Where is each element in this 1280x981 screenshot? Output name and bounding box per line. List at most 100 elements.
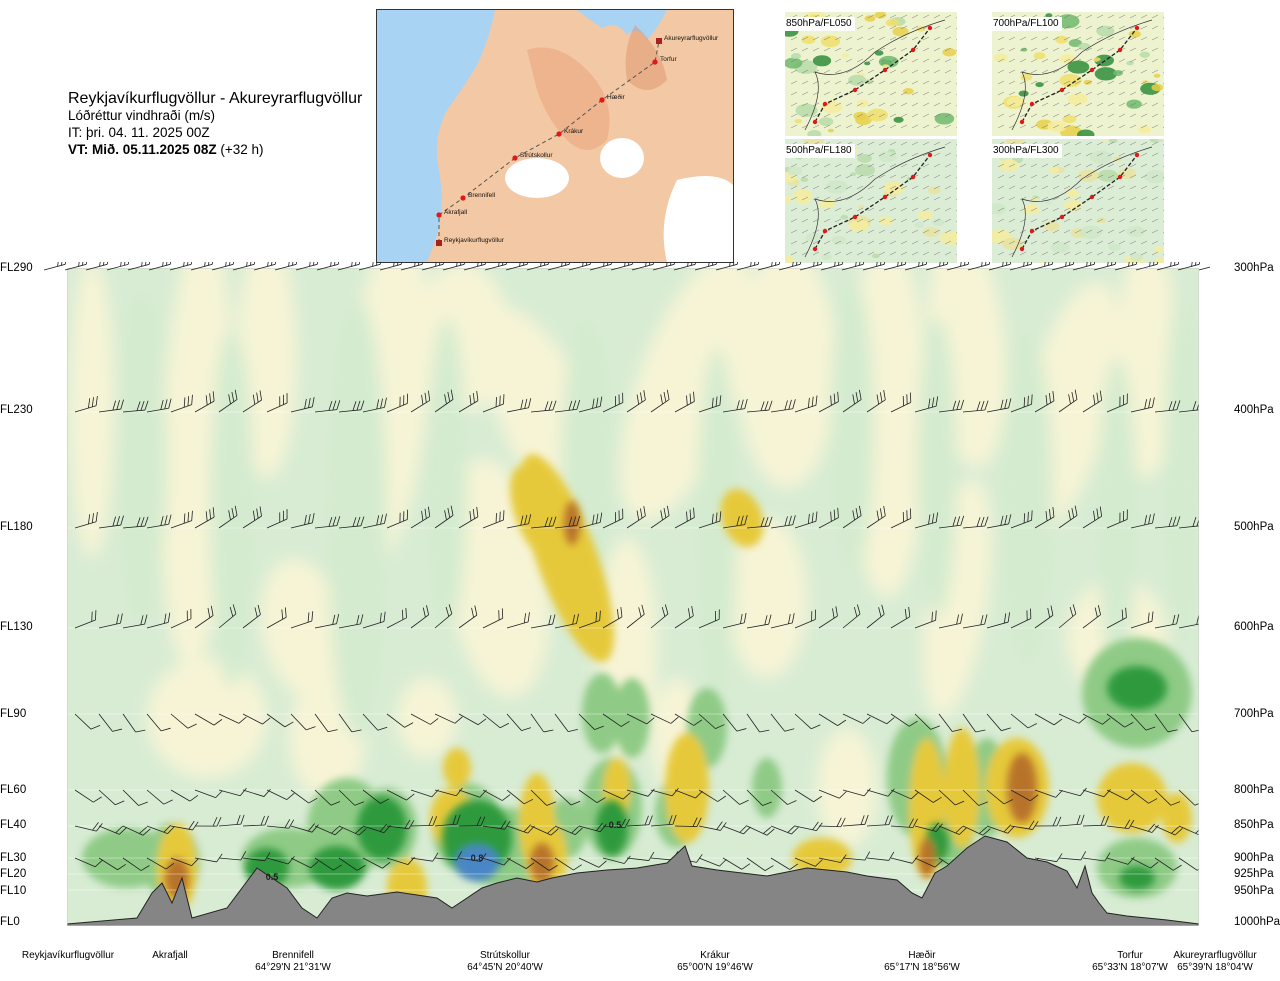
wind-barb <box>698 789 727 802</box>
level-map-barb <box>911 14 919 19</box>
wind-barb <box>626 604 645 629</box>
level-map-barb <box>801 207 809 212</box>
wind-barb <box>1106 819 1135 829</box>
level-map-barb <box>889 25 897 30</box>
level-map-barb <box>823 185 831 190</box>
level-map-barb <box>1074 36 1082 41</box>
level-map-barb <box>812 240 820 245</box>
level-map-barb <box>1096 218 1104 223</box>
wind-barb <box>1058 814 1085 827</box>
level-map-barb <box>997 113 1005 118</box>
level-map-barb <box>1129 36 1137 41</box>
level-map-barb <box>922 218 930 223</box>
level-map-barb <box>1118 229 1126 234</box>
level-map-barb <box>1107 196 1115 201</box>
ascent-band <box>117 288 167 628</box>
level-map-barb <box>867 229 875 234</box>
level-map-barb <box>801 196 809 201</box>
wind-barb <box>578 857 607 868</box>
level-map-barb <box>1063 14 1071 19</box>
level-map-barb <box>889 174 897 179</box>
level-map-barb <box>1140 229 1148 234</box>
wind-barb <box>434 851 463 861</box>
wind-barb <box>770 789 797 805</box>
level-map-barb <box>1030 251 1038 256</box>
wind-barb <box>434 787 463 797</box>
wind-barb <box>218 505 238 529</box>
wind-barb <box>554 713 578 732</box>
level-map-barb <box>1118 207 1126 212</box>
wind-barb <box>74 857 103 868</box>
level-map-barb <box>812 36 820 41</box>
level-map-barb <box>1151 102 1159 107</box>
level-map-blob <box>818 117 834 126</box>
wind-barb <box>148 262 173 271</box>
wind-barb <box>190 262 215 271</box>
pressure-level-label: 600hPa <box>1234 621 1274 633</box>
level-map-barb <box>1107 240 1115 245</box>
level-map-barb <box>889 14 897 19</box>
level-map-barb <box>889 80 897 85</box>
wind-barb <box>578 713 604 730</box>
wind-barb <box>362 713 388 731</box>
level-map-barb <box>889 36 897 41</box>
waypoint-name: Strútskollur <box>479 950 530 961</box>
level-map-barb <box>997 163 1005 168</box>
wind-barb <box>818 606 838 629</box>
level-map-barb <box>1074 229 1082 234</box>
level-map-blob <box>1126 226 1145 238</box>
level-map-barb <box>790 229 798 234</box>
level-map-barb <box>856 25 864 30</box>
level-map-barb <box>834 174 842 179</box>
level-map-barb <box>823 240 831 245</box>
level-map-barb <box>922 163 930 168</box>
level-map-barb <box>823 196 831 201</box>
level-map-barb <box>1107 251 1115 256</box>
wind-barb <box>458 816 486 827</box>
level-map-barb <box>933 240 941 245</box>
wind-barb <box>274 262 299 271</box>
wind-barb <box>722 398 748 413</box>
level-map-barb <box>1063 240 1071 245</box>
level-map-barb <box>834 58 842 63</box>
waypoint-coord: 64°29'N 21°31'W <box>255 962 331 973</box>
wind-barb <box>1154 400 1181 413</box>
level-map-barb <box>933 251 941 256</box>
wind-barb <box>458 506 479 529</box>
level-map-blob <box>792 189 813 202</box>
level-map-barb <box>1129 80 1137 85</box>
level-map-barb <box>1096 152 1104 157</box>
level-map-barb <box>911 80 919 85</box>
wind-barb <box>746 857 774 871</box>
level-map-barb <box>944 251 952 256</box>
wind-barb <box>290 513 315 529</box>
wind-barb <box>386 789 415 801</box>
level-map-blob <box>885 18 899 27</box>
wind-barb <box>674 391 695 413</box>
level-map-station <box>812 246 818 252</box>
level-map-barb <box>1085 47 1093 52</box>
level-map-station <box>1019 119 1025 125</box>
level-map-barb <box>867 240 875 245</box>
level-map-barb <box>911 207 919 212</box>
level-map-blob <box>874 50 884 56</box>
wind-barb <box>722 612 747 629</box>
level-map-barb <box>933 174 941 179</box>
strong-downdraft-core <box>1007 753 1037 823</box>
wind-barb <box>362 857 391 869</box>
waypoint-coord: 65°17'N 18°56'W <box>884 962 960 973</box>
level-map-route <box>814 27 931 123</box>
level-map-barb <box>1052 229 1060 234</box>
level-map-barb <box>1030 91 1038 96</box>
level-map-barb <box>1085 14 1093 19</box>
level-map-barb <box>922 47 930 52</box>
level-map-blob <box>841 53 850 58</box>
level-map-blob <box>1108 243 1121 251</box>
level-map-barb <box>1118 91 1126 96</box>
level-map-barb <box>867 163 875 168</box>
wind-barb <box>194 391 215 413</box>
wind-barb <box>98 613 123 629</box>
wind-barb <box>434 713 463 724</box>
level-map-barb <box>1096 240 1104 245</box>
wind-barb <box>1093 262 1118 271</box>
